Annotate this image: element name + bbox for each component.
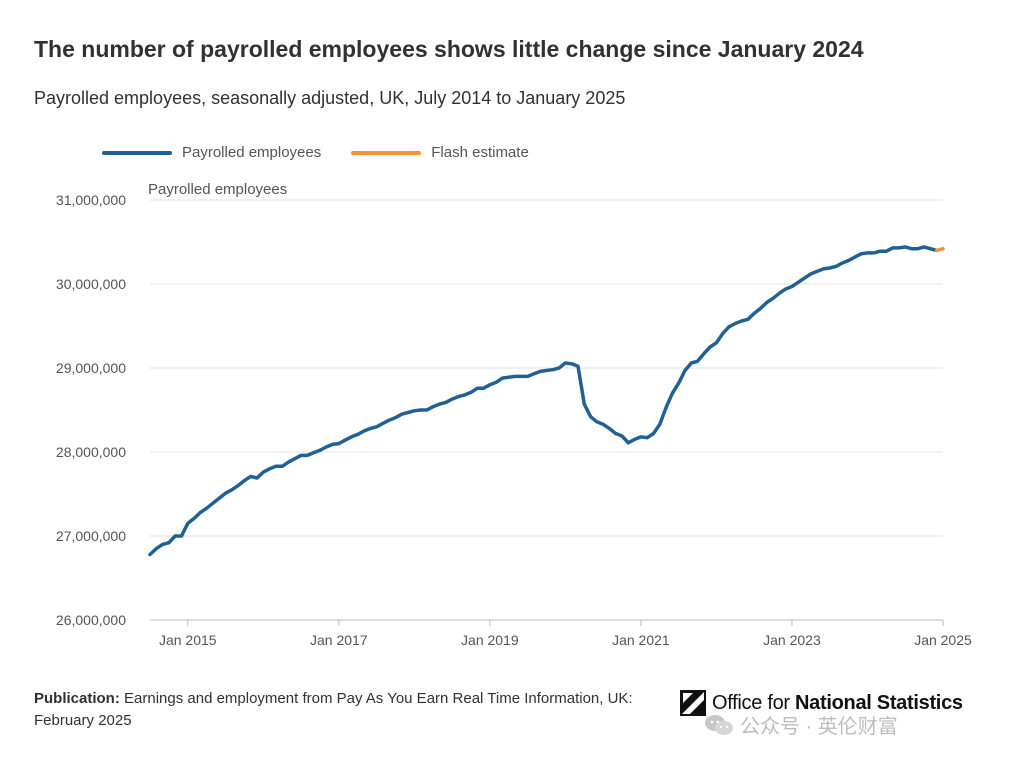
publication-text: Earnings and employment from Pay As You … [34, 690, 633, 729]
y-tick-label: 29,000,000 [56, 360, 126, 376]
wechat-icon [705, 714, 733, 735]
chart-subtitle: Payrolled employees, seasonally adjusted… [34, 88, 626, 108]
chart-gridlines [150, 199, 943, 621]
x-tick-label: Jan 2017 [310, 632, 368, 648]
x-tick-label: Jan 2015 [159, 632, 217, 648]
watermark-text: 公众号 · 英伦财富 [740, 716, 898, 738]
y-tick-label: 31,000,000 [56, 192, 126, 208]
y-tick-label: 30,000,000 [56, 276, 126, 292]
x-tick-label: Jan 2019 [461, 632, 519, 648]
y-axis-label: Payrolled employees [148, 181, 287, 198]
y-axis-tick-labels: 26,000,000 27,000,000 28,000,000 29,000,000… [56, 192, 126, 628]
x-tick-label: Jan 2023 [763, 632, 821, 648]
x-tick-label: Jan 2025 [914, 632, 972, 648]
ons-logo-text: Office for National Statistics [712, 691, 963, 714]
publication-label: Publication: [34, 690, 120, 707]
x-axis: Jan 2015 Jan 2017 Jan 2019 Jan 2021 Jan 2023… [159, 620, 972, 648]
y-tick-label: 27,000,000 [56, 528, 126, 544]
legend-item-flash: Flash estimate [351, 144, 529, 161]
ons-logo: Office for National Statistics [680, 690, 963, 716]
legend-label-flash: Flash estimate [431, 144, 529, 161]
series-line-flash [934, 246, 945, 253]
y-tick-label: 28,000,000 [56, 444, 126, 460]
series-line-payrolled [148, 245, 939, 557]
legend-swatch-flash [351, 150, 422, 155]
publication-note: Publication: Earnings and employment fro… [34, 688, 674, 732]
y-tick-label: 26,000,000 [56, 612, 126, 628]
chart-legend: Payrolled employees Flash estimate [102, 144, 529, 161]
legend-label-payrolled: Payrolled employees [182, 144, 322, 161]
line-chart: 26,000,000 27,000,000 28,000,000 29,000,000… [56, 181, 972, 648]
legend-item-payrolled: Payrolled employees [102, 144, 321, 161]
legend-swatch-payrolled [102, 150, 172, 155]
watermark: 公众号 · 英伦财富 [704, 710, 898, 739]
ons-logo-icon [680, 690, 706, 716]
chart-series [148, 245, 945, 557]
chart-title: The number of payrolled employees shows … [34, 36, 864, 62]
x-tick-label: Jan 2021 [612, 632, 670, 648]
